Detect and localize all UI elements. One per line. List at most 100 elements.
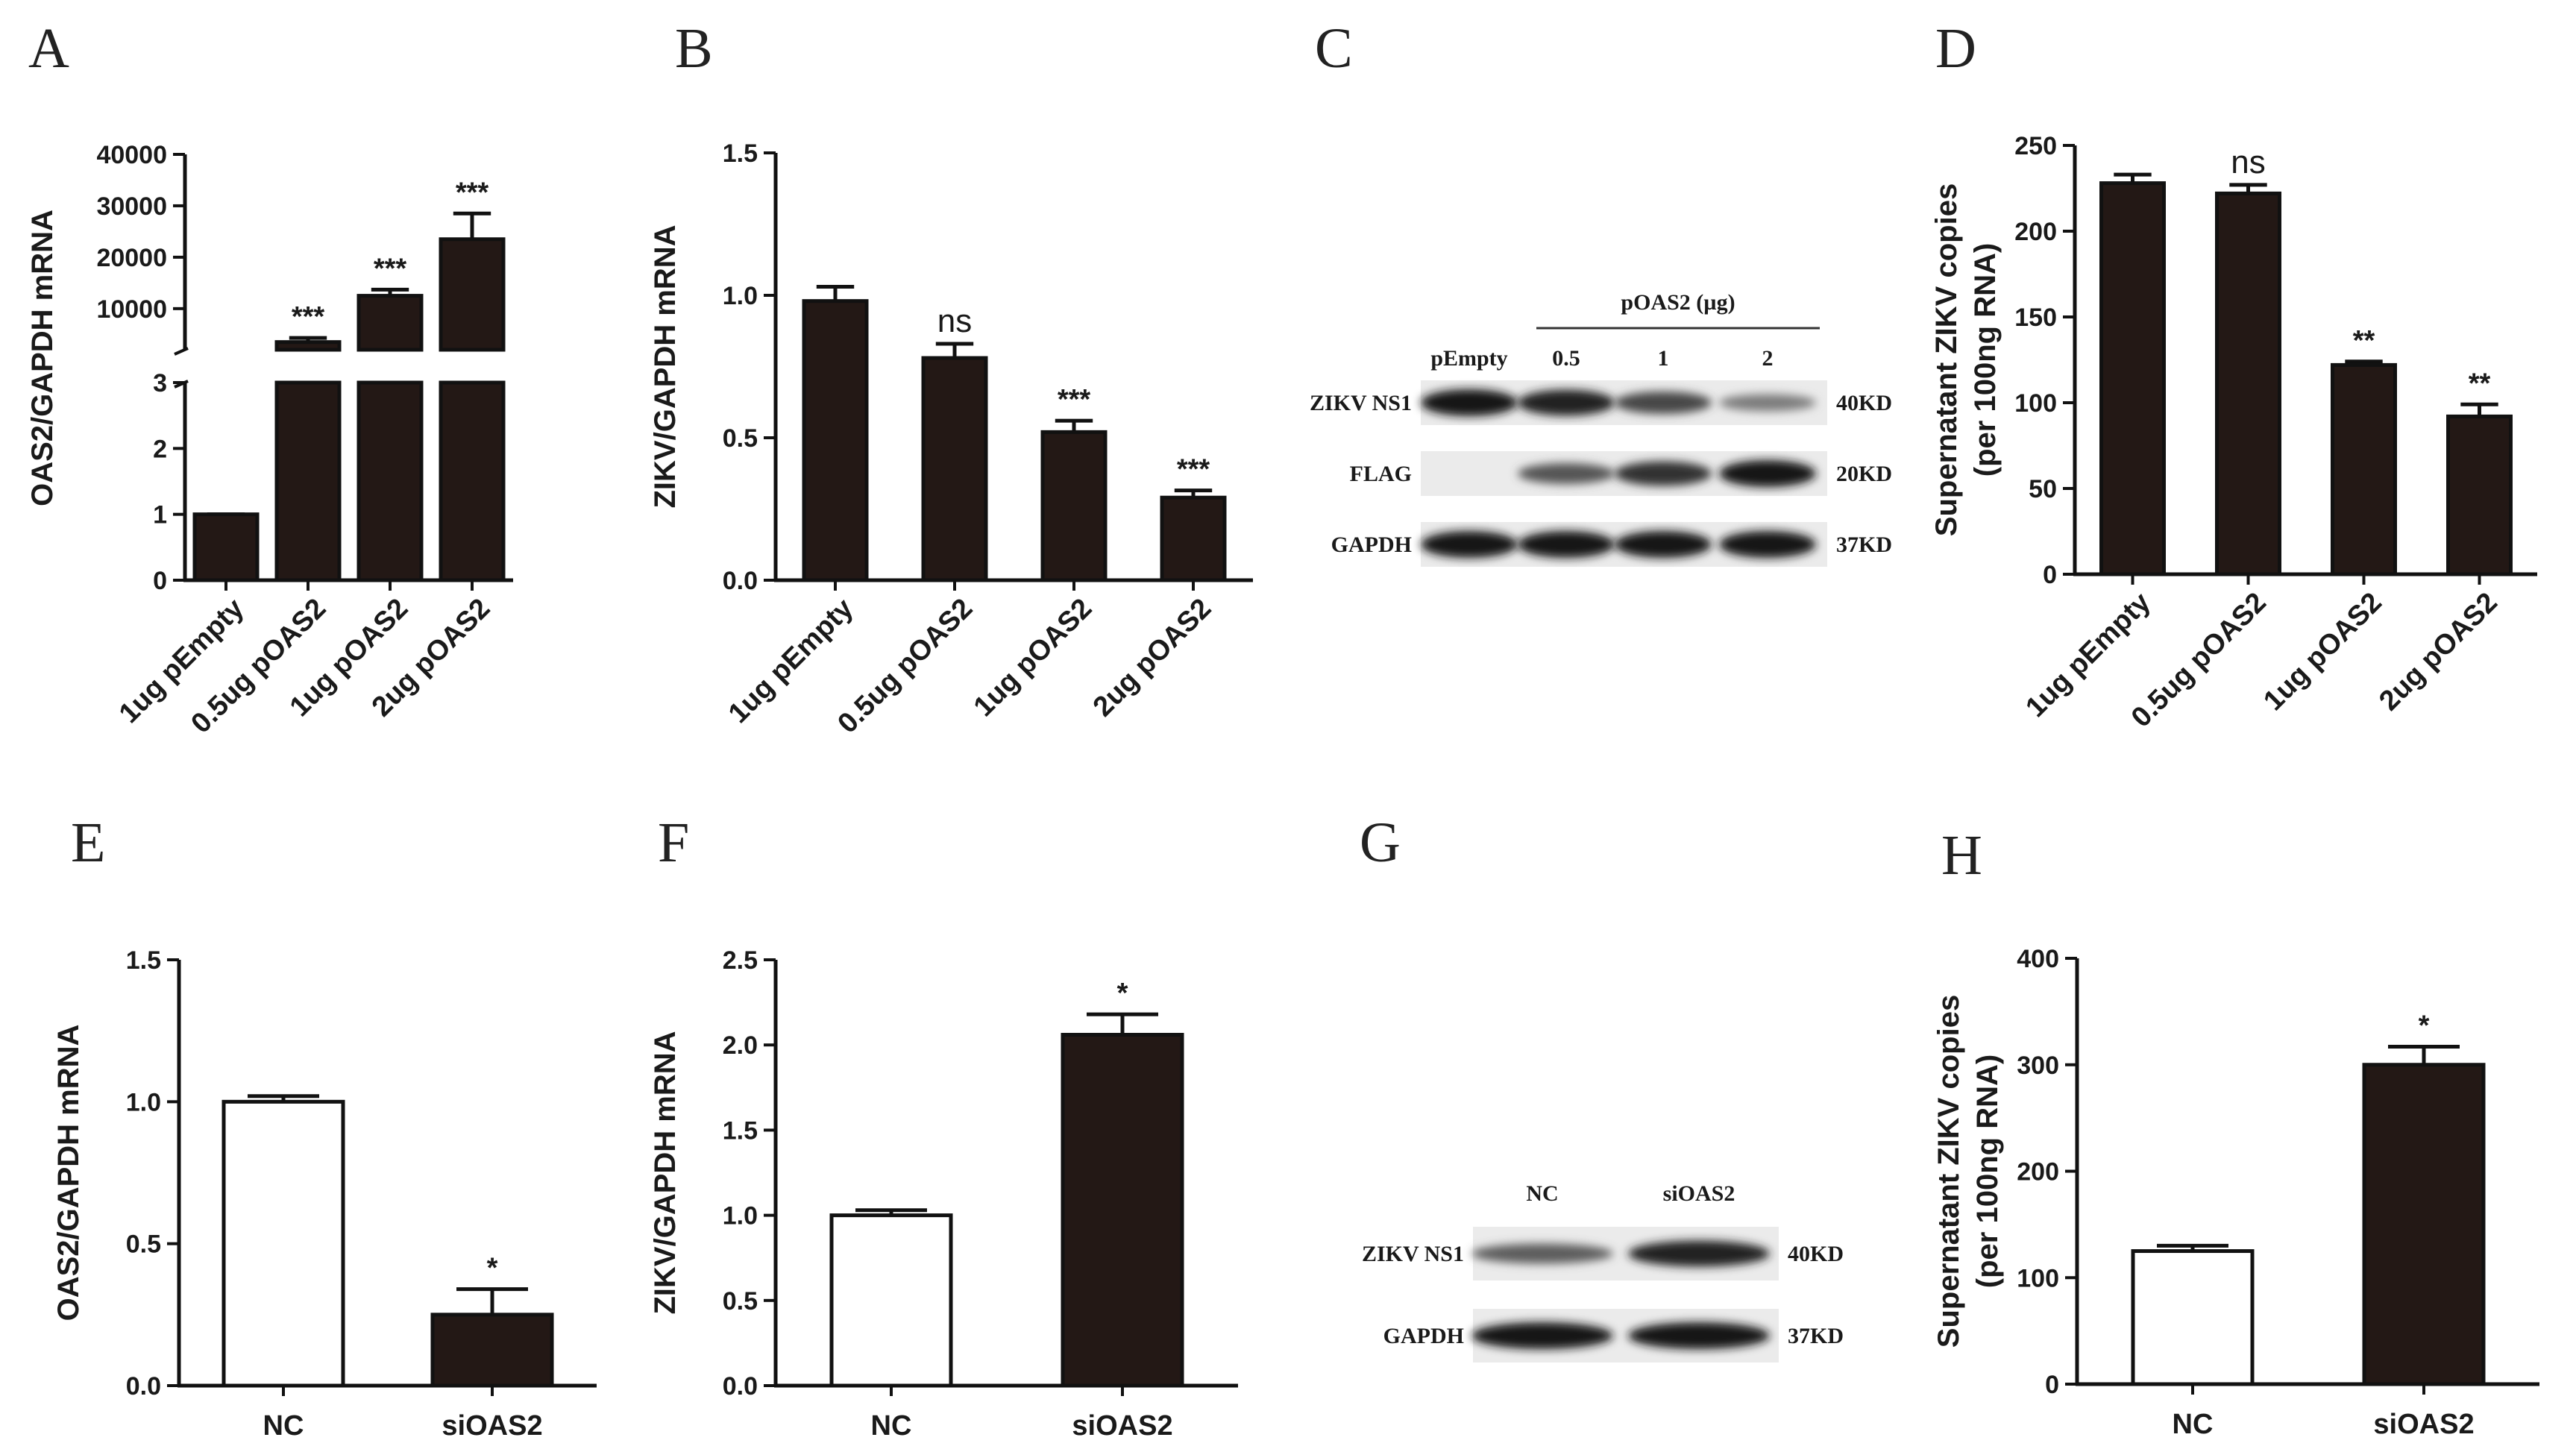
blot-band — [1628, 1240, 1770, 1267]
blot-band — [1615, 531, 1712, 558]
y-tick-label: 1.5 — [723, 1116, 758, 1145]
y-tick-label: 0 — [153, 567, 167, 595]
y-tick-label: 30000 — [96, 192, 167, 221]
panel-letter-d: D — [1935, 17, 1976, 80]
y-tick-label: 1.5 — [126, 946, 161, 975]
blot-band — [1421, 531, 1518, 558]
blot-band — [1518, 463, 1615, 484]
y-tick-label: 10000 — [96, 295, 167, 324]
y-tick-label: 2.0 — [723, 1031, 758, 1060]
y-tick-label: 400 — [2017, 945, 2059, 973]
y-tick-label: 3 — [153, 369, 167, 397]
x-tick-label: 2ug pOAS2 — [2373, 587, 2504, 717]
bar — [430, 1313, 554, 1388]
y-tick-label: 1.0 — [126, 1088, 161, 1116]
y-axis-title: ZIKV/GAPDH mRNA — [649, 224, 682, 508]
x-tick-label: NC — [263, 1410, 304, 1442]
y-axis-title-line2: (per 100ng RNA) — [1969, 243, 2002, 477]
blot-band — [1719, 460, 1816, 487]
chart-e: 0.0 0.5 1.0 1.5 OAS2/GAPDH mRNA * NC siOAS2 — [52, 946, 597, 1442]
y-tick-label: 250 — [2014, 132, 2057, 160]
y-tick-label: 1 — [153, 501, 167, 529]
panel-letter-b: B — [675, 17, 713, 80]
blot-band — [1615, 392, 1712, 414]
significance-label: ** — [2469, 368, 2491, 399]
size-label: 40KD — [1788, 1242, 1844, 1266]
y-axis-title: OAS2/GAPDH mRNA — [52, 1025, 85, 1321]
significance-label: *** — [292, 301, 325, 333]
bar — [2215, 191, 2281, 576]
bar — [356, 294, 424, 352]
blot-band — [1471, 1243, 1613, 1264]
y-tick-label: 0.0 — [723, 567, 758, 595]
significance-label: * — [2419, 1010, 2430, 1041]
chart-b: 0.0 0.5 1.0 1.5 ZIKV/GAPDH mRNA ns *** *** 1ug p… — [649, 139, 1253, 740]
y-tick-label: 0.5 — [723, 424, 758, 453]
x-tick-label: NC — [2173, 1409, 2214, 1440]
bar — [2446, 414, 2513, 576]
lane-label: NC — [1526, 1181, 1558, 1206]
row-label: GAPDH — [1331, 532, 1412, 557]
y-axis-title: OAS2/GAPDH mRNA — [26, 210, 59, 506]
bar — [1160, 495, 1227, 582]
blot-band — [1471, 1322, 1613, 1349]
y-tick-label: 0.0 — [723, 1372, 758, 1401]
size-label: 37KD — [1788, 1324, 1844, 1348]
y-axis-title: Supernatant ZIKV copies — [1930, 183, 1963, 536]
chart-d: 0 50 100 150 200 250 Supernatant ZIKV copies (p… — [1930, 132, 2537, 734]
blot-band — [1719, 394, 1816, 412]
panel-letter-a: A — [28, 17, 69, 80]
y-tick-label: 0.5 — [126, 1231, 161, 1259]
y-tick-label: 0 — [2045, 1371, 2059, 1399]
y-tick-label: 1.0 — [723, 282, 758, 310]
bar — [802, 299, 869, 582]
bar — [222, 1099, 345, 1388]
row-label: ZIKV NS1 — [1362, 1242, 1464, 1266]
y-tick-label: 0.0 — [126, 1372, 161, 1401]
x-tick-label: siOAS2 — [1072, 1410, 1172, 1442]
chart-a: 0 1 2 3 10000 20000 30000 40000 OAS2/GAPDH mRNA *… — [26, 141, 513, 740]
y-tick-label: 0 — [2043, 561, 2057, 589]
x-tick-label: 2ug pOAS2 — [1087, 593, 1218, 723]
bar — [274, 380, 342, 582]
size-label: 20KD — [1836, 462, 1892, 486]
significance-label: *** — [374, 253, 407, 284]
x-tick-label: 1ug pEmpty — [723, 593, 859, 729]
panel-letter-h: H — [1941, 824, 1982, 887]
size-label: 37KD — [1836, 532, 1892, 557]
y-tick-label: 1.5 — [723, 139, 758, 168]
y-tick-label: 200 — [2017, 1158, 2059, 1187]
blot-band — [1615, 461, 1712, 486]
bar — [921, 356, 988, 582]
blot-g: NC siOAS2 ZIKV NS1 40KD GAPDH 37KD — [1362, 1181, 1844, 1363]
y-tick-label: 20000 — [96, 244, 167, 272]
bar — [2362, 1063, 2486, 1386]
bar — [439, 237, 506, 352]
bar — [274, 340, 342, 352]
x-tick-label: siOAS2 — [2373, 1409, 2474, 1440]
y-tick-label: 200 — [2014, 218, 2057, 246]
y-tick-label: 150 — [2014, 304, 2057, 332]
panel-letter-f: F — [658, 811, 689, 874]
y-tick-label: 0.5 — [723, 1287, 758, 1316]
chart-f: 0.0 0.5 1.0 1.5 2.0 2.5 ZIKV/GAPDH mRNA * NC siOA… — [649, 946, 1238, 1442]
blot-band — [1628, 1322, 1770, 1349]
bar — [1061, 1032, 1184, 1388]
bar — [1040, 430, 1108, 582]
y-tick-label: 50 — [2029, 475, 2057, 503]
bar — [356, 380, 424, 582]
significance-label: ** — [2353, 325, 2375, 356]
blot-band — [1518, 389, 1615, 416]
panel-letter-c: C — [1315, 17, 1353, 80]
significance-label: *** — [1177, 454, 1210, 485]
bar — [192, 512, 260, 582]
chart-h: 0 100 200 300 400 Supernatant ZIKV copies (per… — [1932, 945, 2539, 1440]
group-label: pOAS2 (µg) — [1621, 290, 1735, 315]
blot-band — [1518, 531, 1615, 558]
x-tick-label: NC — [871, 1410, 912, 1442]
significance-label: * — [487, 1253, 498, 1284]
lane-label: 1 — [1658, 346, 1669, 371]
y-tick-label: 300 — [2017, 1052, 2059, 1080]
blot-band — [1421, 389, 1518, 416]
